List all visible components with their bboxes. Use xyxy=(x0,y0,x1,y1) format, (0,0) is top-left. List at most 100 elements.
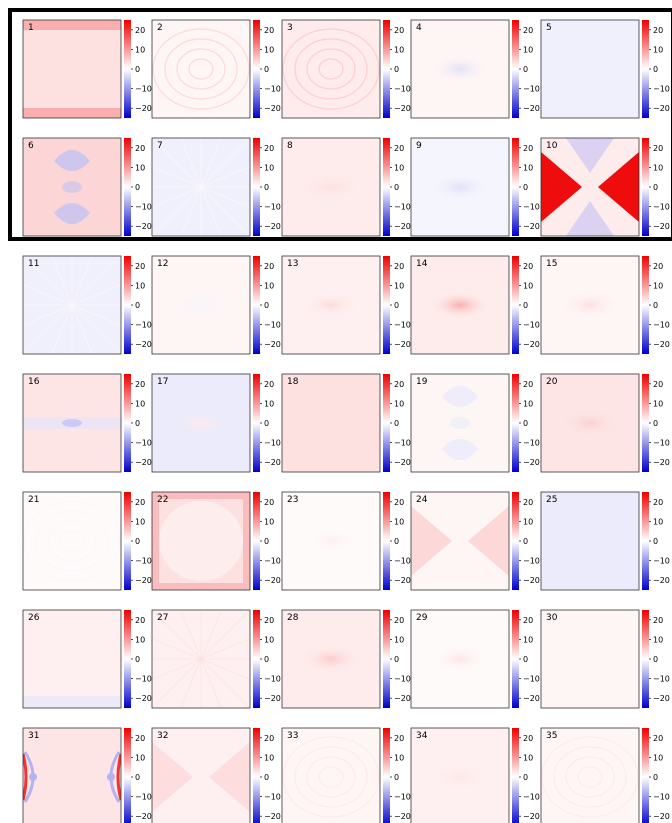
colorbar-tick-label: −20 xyxy=(264,222,281,231)
colorbar-tick-label: 20 xyxy=(394,734,404,743)
colorbar-tick-label: 0 xyxy=(264,183,269,192)
colorbar-tick-label: −10 xyxy=(653,321,670,330)
colorbar-tick-label: −10 xyxy=(394,557,411,566)
heatmap-panel-5: 5 20 10 0 −10 −20 xyxy=(540,19,670,119)
panel-background xyxy=(152,20,250,118)
colorbar-tick-label: −10 xyxy=(264,203,281,212)
heatmap-panel-8: 8 20 10 0 −10 −20 xyxy=(281,137,411,237)
colorbar-tick-label: 20 xyxy=(653,498,663,507)
colorbar-tick-label: 10 xyxy=(135,399,145,408)
colorbar-tick-label: 0 xyxy=(523,419,528,428)
colorbar-tick-label: 10 xyxy=(394,281,404,290)
panel-label: 10 xyxy=(546,141,558,151)
panel-label: 25 xyxy=(546,495,557,505)
panel-label: 22 xyxy=(157,495,168,505)
colorbar-tick-label: 20 xyxy=(653,144,663,153)
colorbar-tick-label: 0 xyxy=(523,773,528,782)
colorbar-tick-label: −20 xyxy=(135,694,152,703)
colorbar-tick-label: 20 xyxy=(135,262,145,271)
colorbar xyxy=(124,374,131,472)
colorbar-tick-label: 20 xyxy=(653,734,663,743)
panel-background xyxy=(541,728,639,823)
colorbar xyxy=(383,728,390,823)
panel-label: 3 xyxy=(287,23,293,33)
colorbar-tick-label: 20 xyxy=(523,498,533,507)
heatmap-panel-14: 14 20 10 0 −10 −20 xyxy=(410,255,540,355)
colorbar-tick-label: −20 xyxy=(653,812,670,821)
panel-label: 33 xyxy=(287,731,298,741)
colorbar-tick-label: −20 xyxy=(264,340,281,349)
colorbar-tick-label: 10 xyxy=(135,753,145,762)
colorbar xyxy=(642,20,649,118)
colorbar-tick-label: −10 xyxy=(264,793,281,802)
colorbar-tick-label: −20 xyxy=(523,812,540,821)
colorbar-tick-label: 20 xyxy=(394,380,404,389)
colorbar-tick-label: −20 xyxy=(394,104,411,113)
colorbar-tick-label: 20 xyxy=(135,144,145,153)
heatmap-panel-11: 11 20 10 0 −10 −20 xyxy=(22,255,152,355)
colorbar-tick-label: 0 xyxy=(653,419,658,428)
colorbar-tick-label: 10 xyxy=(653,45,663,54)
colorbar-tick-label: 10 xyxy=(135,163,145,172)
panel-background xyxy=(23,492,121,590)
colorbar-tick-label: 0 xyxy=(394,537,399,546)
colorbar xyxy=(253,610,260,708)
colorbar-tick-label: −10 xyxy=(394,675,411,684)
colorbar-tick-label: 10 xyxy=(394,399,404,408)
colorbar-tick-label: 0 xyxy=(523,65,528,74)
panel-frame xyxy=(540,373,640,473)
panel-background xyxy=(282,728,380,823)
colorbar xyxy=(512,728,519,823)
colorbar-tick-label: 20 xyxy=(523,144,533,153)
panel-label: 18 xyxy=(287,377,299,387)
colorbar-tick-label: 10 xyxy=(653,517,663,526)
heatmap-panel-15: 15 20 10 0 −10 −20 xyxy=(540,255,670,355)
heatmap-panel-25: 25 20 10 0 −10 −20 xyxy=(540,491,670,591)
panel-label: 29 xyxy=(416,613,428,623)
colorbar-tick-label: −10 xyxy=(135,675,152,684)
heatmap-panel-26: 26 20 10 0 −10 −20 xyxy=(22,609,152,709)
heatmap-panel-30: 30 20 10 0 −10 −20 xyxy=(540,609,670,709)
colorbar xyxy=(512,138,519,236)
colorbar-tick-label: −10 xyxy=(135,557,152,566)
colorbar xyxy=(253,138,260,236)
panel-frame xyxy=(281,19,381,119)
panel-frame xyxy=(410,373,510,473)
panel-label: 20 xyxy=(546,377,558,387)
colorbar-tick-label: −20 xyxy=(264,104,281,113)
heatmap-panel-6: 6 20 10 0 −10 −20 xyxy=(22,137,152,237)
colorbar xyxy=(642,256,649,354)
panel-label: 34 xyxy=(416,731,428,741)
colorbar-tick-label: −10 xyxy=(523,793,540,802)
colorbar-tick-label: 20 xyxy=(653,380,663,389)
heatmap-panel-24: 24 20 10 0 −10 −20 xyxy=(410,491,540,591)
colorbar-tick-label: 0 xyxy=(394,655,399,664)
colorbar-tick-label: 0 xyxy=(264,419,269,428)
panel-background xyxy=(23,20,121,118)
panel-frame xyxy=(540,255,640,355)
colorbar-tick-label: 10 xyxy=(653,281,663,290)
panel-label: 8 xyxy=(287,141,293,151)
panel-label: 2 xyxy=(157,23,163,33)
panel-frame xyxy=(540,727,640,823)
colorbar-tick-label: 20 xyxy=(264,26,274,35)
panel-frame xyxy=(22,19,122,119)
colorbar-tick-label: −10 xyxy=(394,793,411,802)
colorbar xyxy=(124,492,131,590)
colorbar-tick-label: −20 xyxy=(394,222,411,231)
colorbar-tick-label: 20 xyxy=(264,380,274,389)
colorbar-tick-label: 10 xyxy=(523,281,533,290)
colorbar-tick-label: −10 xyxy=(135,203,152,212)
colorbar xyxy=(642,374,649,472)
colorbar-tick-label: 20 xyxy=(653,616,663,625)
heatmap-panel-4: 4 20 10 0 −10 −20 xyxy=(410,19,540,119)
panel-background xyxy=(23,728,121,823)
heatmap-panel-31: 31 20 10 0 −10 −20 xyxy=(22,727,152,823)
colorbar-tick-label: 10 xyxy=(523,163,533,172)
colorbar-tick-label: −20 xyxy=(135,104,152,113)
colorbar xyxy=(383,374,390,472)
colorbar-tick-label: −20 xyxy=(394,458,411,467)
panel-frame xyxy=(410,727,510,823)
panel-label: 35 xyxy=(546,731,557,741)
